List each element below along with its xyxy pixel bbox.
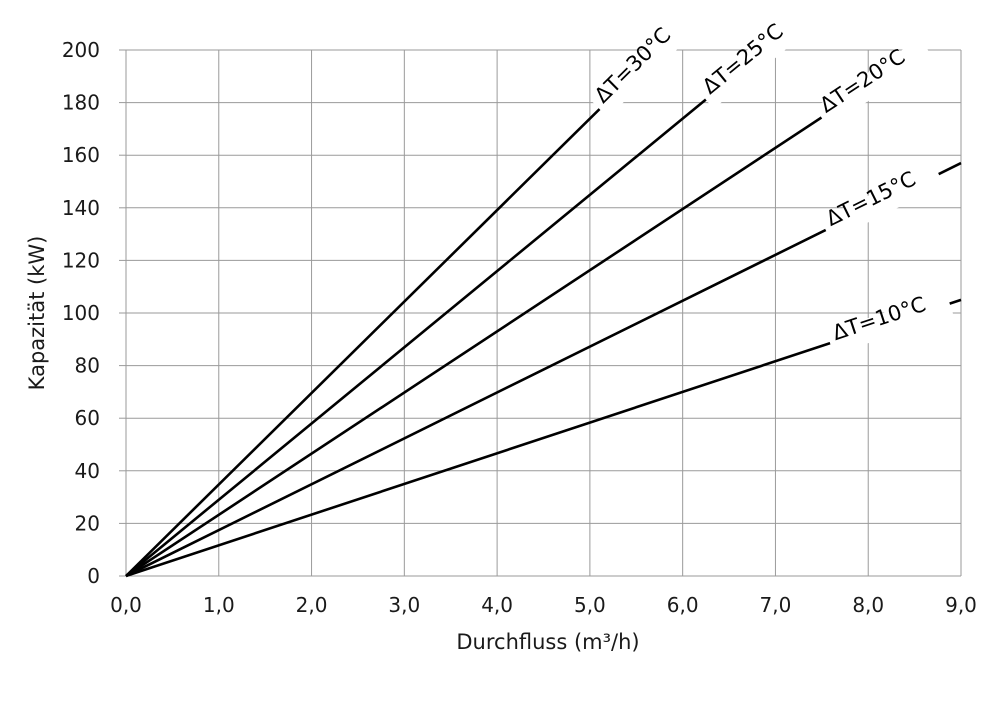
y-tick-label: 140 xyxy=(62,196,100,220)
series-label-group: ΔT=30°C xyxy=(590,12,698,118)
x-tick-label: 2,0 xyxy=(296,593,328,617)
series-label-background xyxy=(814,38,934,128)
grid xyxy=(119,49,962,577)
y-tick-label: 60 xyxy=(75,406,100,430)
y-axis-title: Kapazität (kW) xyxy=(25,236,49,391)
y-tick-label: 160 xyxy=(62,143,100,167)
x-axis-title: Durchfluss (m³/h) xyxy=(456,630,639,654)
y-tick-label: 200 xyxy=(62,38,100,62)
series-label-group: ΔT=10°C xyxy=(826,292,954,355)
x-tick-label: 9,0 xyxy=(945,593,977,617)
series-line-2 xyxy=(125,48,767,578)
x-tick-label: 7,0 xyxy=(760,593,792,617)
y-axis-ticks: 0 20 40 60 80 100 120 140 160 180 200 xyxy=(62,38,100,588)
series-label-group: ΔT=25°C xyxy=(698,10,811,109)
x-axis-ticks: 0,0 1,0 2,0 3,0 4,0 5,0 6,0 7,0 8,0 9,0 xyxy=(110,593,977,617)
y-tick-label: 20 xyxy=(75,511,100,535)
x-tick-label: 4,0 xyxy=(481,593,513,617)
series-line-4 xyxy=(125,161,962,578)
series-label-background xyxy=(826,292,954,355)
y-tick-label: 0 xyxy=(87,564,100,588)
y-tick-label: 120 xyxy=(62,248,100,272)
y-tick-label: 100 xyxy=(62,301,100,325)
series-line-1 xyxy=(125,49,661,577)
series-label-background xyxy=(591,12,698,118)
x-tick-label: 0,0 xyxy=(110,593,142,617)
series-lines xyxy=(125,48,962,578)
y-tick-label: 180 xyxy=(62,91,100,115)
x-tick-label: 5,0 xyxy=(574,593,606,617)
x-tick-label: 3,0 xyxy=(388,593,420,617)
x-tick-label: 8,0 xyxy=(852,593,884,617)
series-line-5 xyxy=(125,298,962,578)
y-tick-label: 80 xyxy=(75,354,100,378)
series-label-group: ΔT=15°C xyxy=(820,163,944,241)
series-label: ΔT=30°C xyxy=(590,23,676,108)
x-tick-label: 1,0 xyxy=(203,593,235,617)
y-tick-label: 40 xyxy=(75,459,100,483)
series-label-group: ΔT=20°C xyxy=(814,38,934,128)
series-label-background xyxy=(698,10,811,109)
x-tick-label: 6,0 xyxy=(667,593,699,617)
series-line-3 xyxy=(125,48,925,578)
series-label-background xyxy=(820,163,944,241)
series-labels: ΔT=30°C ΔT=25°C ΔT=20°C ΔT=15°C ΔT=10°C xyxy=(590,10,954,355)
